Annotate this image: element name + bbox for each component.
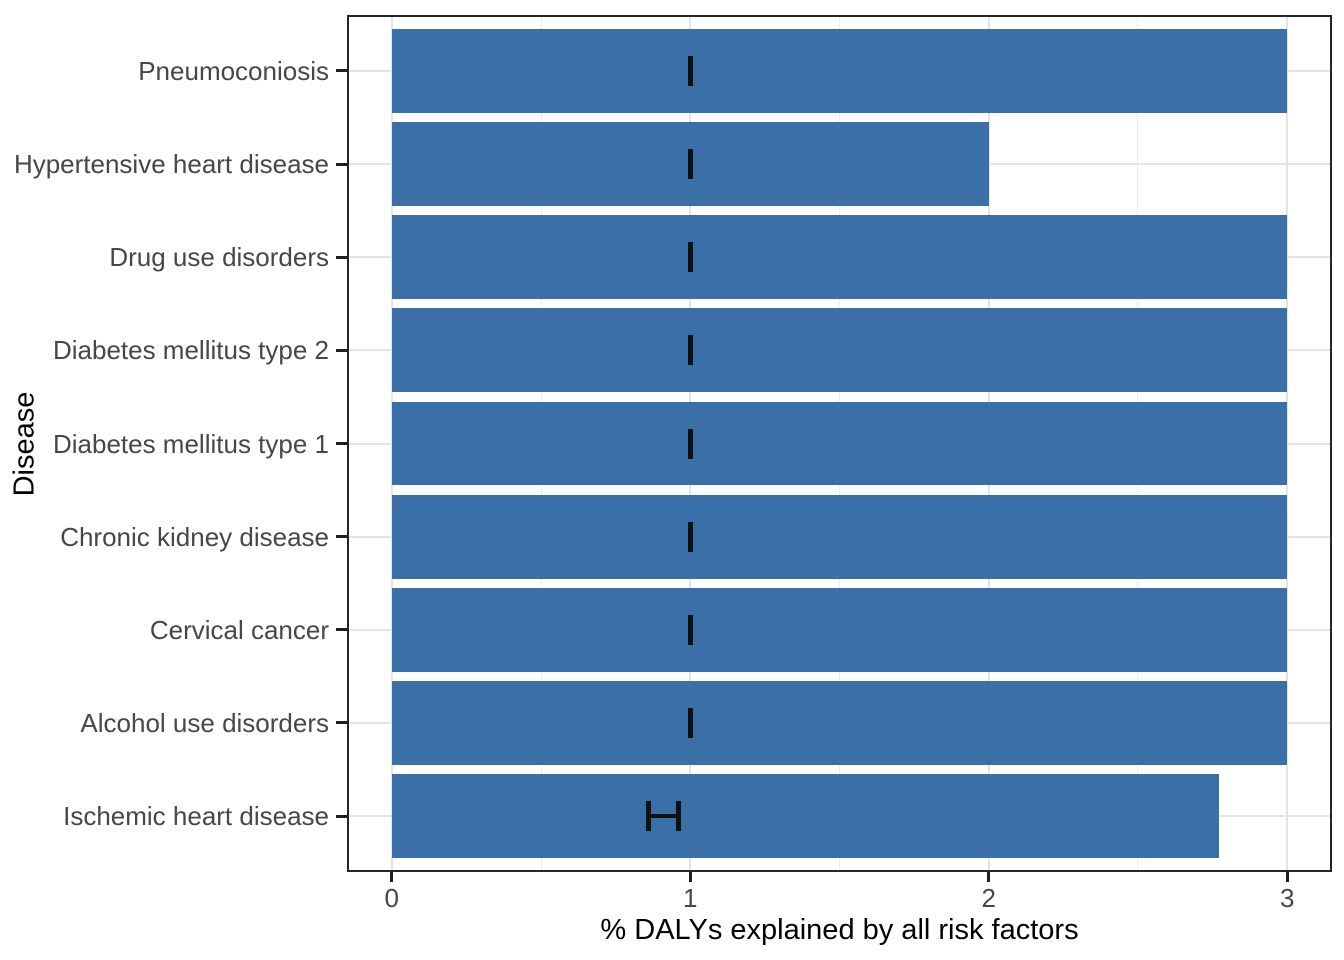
bar [391,587,1288,672]
error-bar-cap-high [687,242,693,273]
bar [391,494,1288,579]
x-axis-tick-label: 2 [981,883,996,913]
y-axis-tick [336,69,347,73]
y-axis-tick [336,348,347,352]
y-axis-tick-label: Alcohol use disorders [80,707,329,738]
x-axis-tick-label: 3 [1279,883,1295,913]
y-axis-tick [336,814,347,818]
error-bar-cap-high [687,149,693,180]
y-axis-tick [336,535,347,539]
y-axis-tick-label: Ischemic heart disease [63,801,329,832]
error-bar-cap-high [687,614,693,645]
y-axis-tick [336,162,347,166]
y-axis-tick-label: Diabetes mellitus type 1 [52,428,329,459]
y-axis-tick-label: Drug use disorders [109,242,329,273]
y-axis-tick-label: Cervical cancer [149,614,329,645]
y-axis-tick [336,628,347,632]
x-axis-tick [390,872,394,882]
y-axis-tick-label: Diabetes mellitus type 2 [52,335,329,366]
x-axis-tick [688,872,692,882]
error-bar-cap-low [645,801,651,832]
error-bar-cap-high [687,335,693,366]
error-bar-cap-high [687,428,693,459]
plot-panel [347,15,1332,872]
x-axis-tick-label: 1 [683,883,698,913]
error-bar-cap-high [687,707,693,738]
error-bar-cap-high [687,521,693,552]
y-axis-tick-label: Pneumoconiosis [138,55,329,86]
x-axis-tick [1285,872,1289,882]
error-bar-cap-high [687,55,693,86]
y-axis-tick [336,721,347,725]
bar [391,681,1288,765]
error-bar-cap-high [675,801,681,832]
y-axis-tick [336,442,347,445]
bar [391,774,1219,859]
x-axis-title: % DALYs explained by all risk factors [600,914,1079,946]
x-axis-tick-label: 0 [384,883,399,913]
y-axis-tick-label: Chronic kidney disease [60,521,329,552]
y-axis-tick [336,255,347,259]
y-axis-tick-label: Hypertensive heart disease [13,149,329,180]
bar [391,28,1288,113]
error-bar-line [648,814,679,819]
bar [391,401,1288,486]
bar [391,308,1288,393]
x-axis-tick [987,872,991,882]
bar [391,215,1288,300]
